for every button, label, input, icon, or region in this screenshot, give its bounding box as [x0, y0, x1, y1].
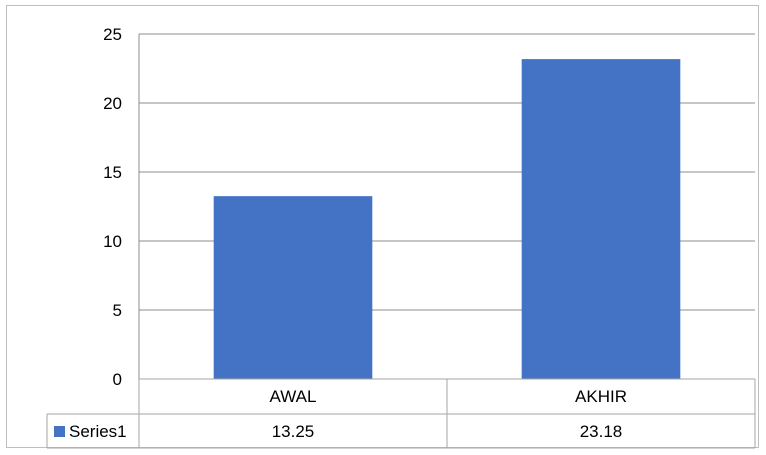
bar-awal [213, 196, 373, 379]
y-axis-ticks: 0 5 10 15 20 25 [103, 25, 122, 389]
y-tick-label: 25 [103, 25, 122, 44]
bars [213, 59, 681, 380]
data-table-value: 23.18 [580, 422, 623, 441]
data-table-value: 13.25 [272, 422, 315, 441]
data-table: AWAL AKHIR Series1 13.25 23.18 [46, 378, 756, 449]
y-tick-label: 15 [103, 163, 122, 182]
x-category-label: AKHIR [575, 387, 627, 406]
y-tick-label: 10 [103, 232, 122, 251]
bar-akhir [521, 59, 681, 380]
y-tick-label: 20 [103, 94, 122, 113]
y-tick-label: 0 [113, 370, 122, 389]
legend-key-series1 [54, 426, 65, 437]
legend-label-series1: Series1 [69, 422, 127, 441]
x-category-label: AWAL [270, 387, 317, 406]
chart-frame: 0 5 10 15 20 25 AWAL AKHIR Series1 13.25 23.18 [6, 5, 759, 449]
y-tick-label: 5 [113, 301, 122, 320]
